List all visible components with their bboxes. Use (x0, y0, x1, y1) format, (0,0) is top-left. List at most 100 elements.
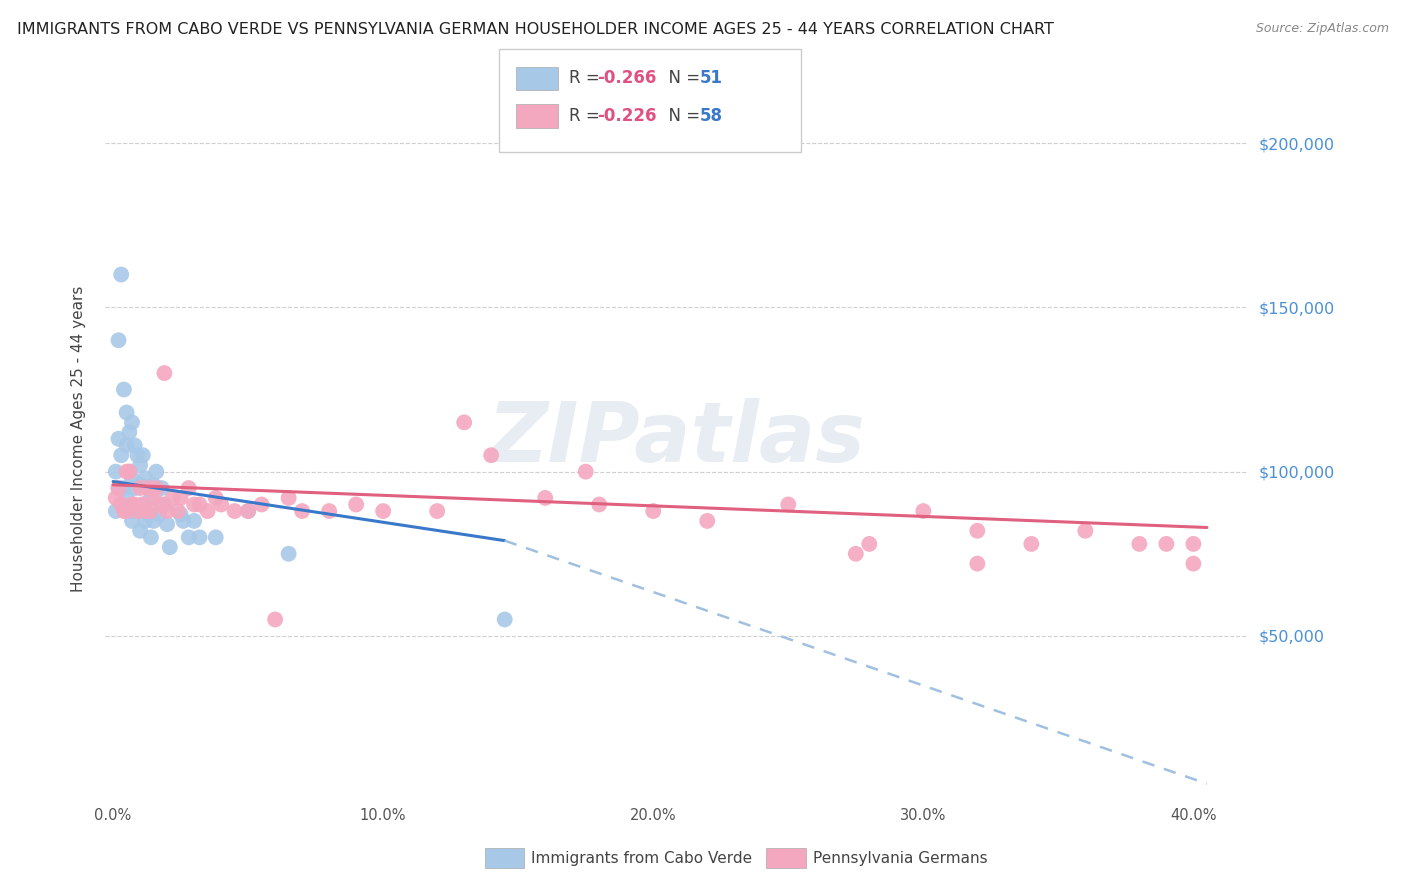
Point (115, 405, 138, 419)
Point (1182, 537, 1205, 551)
Text: Pennsylvania Germans: Pennsylvania Germans (813, 851, 987, 865)
Point (575, 465, 598, 479)
Point (318, 504, 340, 518)
Point (121, 514, 143, 528)
Text: N =: N = (658, 107, 706, 125)
Point (1156, 537, 1178, 551)
Point (204, 491, 226, 505)
Point (172, 514, 194, 528)
Point (124, 504, 146, 518)
Point (134, 471, 156, 485)
Point (107, 333, 129, 347)
Point (129, 458, 152, 472)
Point (696, 514, 718, 528)
Point (115, 504, 138, 518)
Point (494, 612, 516, 626)
Point (107, 432, 129, 446)
Point (136, 481, 159, 495)
Point (236, 504, 259, 518)
Point (858, 537, 880, 551)
Point (134, 514, 156, 528)
Point (145, 481, 167, 495)
Point (129, 477, 152, 491)
Point (344, 498, 367, 512)
Point (183, 498, 205, 512)
Point (118, 504, 141, 518)
Point (110, 268, 132, 282)
Point (124, 438, 146, 452)
Point (132, 498, 155, 512)
Point (643, 504, 665, 518)
Text: N =: N = (658, 70, 706, 87)
Point (112, 504, 135, 518)
Point (159, 540, 181, 554)
Point (104, 504, 127, 518)
Point (453, 416, 475, 430)
Point (121, 498, 143, 512)
Point (136, 508, 159, 522)
Point (118, 425, 141, 440)
Point (118, 465, 141, 479)
Point (169, 491, 191, 505)
Point (142, 514, 165, 528)
Text: IMMIGRANTS FROM CABO VERDE VS PENNSYLVANIA GERMAN HOUSEHOLDER INCOME AGES 25 - 4: IMMIGRANTS FROM CABO VERDE VS PENNSYLVAN… (17, 22, 1053, 37)
Text: Immigrants from Cabo Verde: Immigrants from Cabo Verde (531, 851, 752, 865)
Point (188, 530, 211, 544)
Point (127, 504, 149, 518)
Point (127, 448, 149, 462)
Point (139, 530, 162, 544)
Point (197, 504, 219, 518)
Point (162, 491, 184, 505)
Point (156, 504, 179, 518)
Point (845, 547, 868, 561)
Point (110, 498, 132, 512)
Text: Source: ZipAtlas.com: Source: ZipAtlas.com (1256, 22, 1389, 36)
Point (966, 557, 988, 571)
Point (264, 612, 287, 626)
Y-axis label: Householder Income Ages 25 - 44 years: Householder Income Ages 25 - 44 years (72, 285, 86, 592)
Point (534, 491, 557, 505)
Point (156, 517, 179, 532)
Point (479, 448, 502, 462)
Point (104, 491, 127, 505)
Point (153, 366, 176, 380)
Point (373, 504, 395, 518)
Point (224, 504, 246, 518)
Point (115, 438, 138, 452)
Point (188, 498, 211, 512)
Point (236, 504, 259, 518)
Point (177, 481, 200, 495)
Point (129, 481, 152, 495)
Point (139, 491, 162, 505)
Point (107, 481, 129, 495)
Point (204, 530, 226, 544)
Point (153, 498, 176, 512)
Point (139, 504, 162, 518)
Point (277, 547, 299, 561)
Text: ZIPatlas: ZIPatlas (488, 399, 865, 479)
Point (150, 481, 173, 495)
Point (588, 498, 610, 512)
Point (134, 504, 156, 518)
Point (115, 491, 138, 505)
Point (124, 481, 146, 495)
Point (177, 530, 200, 544)
Point (250, 498, 273, 512)
Point (209, 498, 232, 512)
Text: R =: R = (569, 70, 606, 87)
Point (112, 481, 135, 495)
Point (110, 448, 132, 462)
Point (104, 465, 127, 479)
Point (183, 514, 205, 528)
Point (107, 481, 129, 495)
Point (136, 481, 159, 495)
Point (142, 477, 165, 491)
Point (148, 508, 170, 522)
Point (124, 498, 146, 512)
Point (277, 491, 299, 505)
Point (167, 504, 190, 518)
Point (169, 508, 191, 522)
Point (132, 448, 155, 462)
Point (1074, 524, 1097, 538)
Point (127, 504, 149, 518)
